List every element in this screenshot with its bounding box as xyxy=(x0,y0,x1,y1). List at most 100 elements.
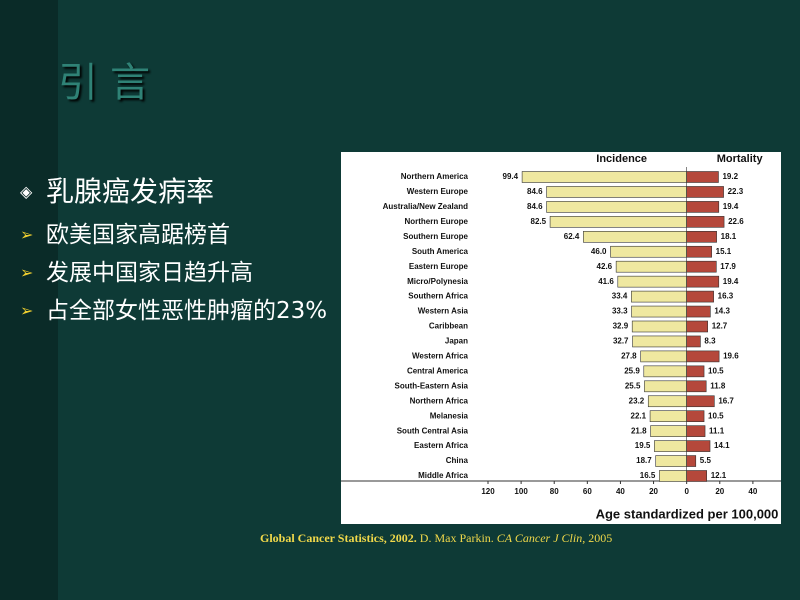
x-tick-label: 60 xyxy=(583,487,592,496)
bar xyxy=(649,410,687,423)
bar xyxy=(650,425,687,437)
bar xyxy=(686,290,714,303)
bar xyxy=(521,171,687,183)
value-label: 17.9 xyxy=(720,262,736,271)
x-tick-label: 20 xyxy=(649,487,658,496)
bar xyxy=(686,305,711,318)
bar xyxy=(659,470,687,482)
bar xyxy=(615,260,687,273)
bullet-icon: ➢ xyxy=(20,263,34,282)
bar xyxy=(686,275,720,288)
category-label: Melanesia xyxy=(430,411,469,420)
citation-author: D. Max Parkin. xyxy=(419,531,494,545)
citation-source: Global Cancer Statistics, 2002. xyxy=(260,531,417,545)
x-tick-label: 0 xyxy=(684,487,689,496)
value-label: 22.1 xyxy=(631,411,647,420)
value-label: 12.7 xyxy=(712,322,728,331)
category-label: Northern America xyxy=(401,172,469,181)
bar xyxy=(686,410,705,423)
x-tick-label: 80 xyxy=(550,487,559,496)
value-label: 16.5 xyxy=(640,471,656,480)
bullet-text: 欧美国家高踞榜首 xyxy=(46,222,230,248)
category-label: Western Europe xyxy=(407,187,469,196)
value-label: 22.6 xyxy=(728,217,744,226)
bullet: ➢ 欧美国家高踞榜首 xyxy=(20,221,335,249)
bullet-icon: ➢ xyxy=(20,301,34,320)
value-label: 12.1 xyxy=(711,471,727,480)
value-label: 11.1 xyxy=(709,426,725,435)
category-label: Northern Europe xyxy=(404,217,468,226)
chart: Age standardized per 100,000 120 100 80 60 4… xyxy=(341,152,781,524)
bullet-icon: ◈ xyxy=(20,182,33,201)
value-label: 19.5 xyxy=(635,441,651,450)
slide-title: 引言 xyxy=(58,60,162,106)
value-label: 25.5 xyxy=(625,381,641,390)
category-label: Australia/New Zealand xyxy=(383,202,468,211)
bullet-text: 乳腺癌发病率 xyxy=(46,175,215,208)
value-label: 32.9 xyxy=(613,322,629,331)
legend-label: Mortality xyxy=(717,153,764,165)
bar xyxy=(686,231,717,243)
bar xyxy=(686,171,719,183)
value-label: 19.4 xyxy=(723,277,739,286)
bar xyxy=(647,395,687,408)
bar xyxy=(686,216,725,228)
bar xyxy=(686,186,724,198)
value-label: 10.5 xyxy=(708,411,724,420)
bar xyxy=(549,216,687,228)
value-label: 14.3 xyxy=(714,307,730,316)
bar xyxy=(644,380,687,393)
category-label: Middle Africa xyxy=(418,471,468,480)
side-stripe xyxy=(0,0,58,600)
value-label: 25.9 xyxy=(624,366,640,375)
bar xyxy=(640,350,687,363)
bar xyxy=(686,245,712,258)
value-label: 22.3 xyxy=(728,187,744,196)
bar xyxy=(686,440,711,452)
value-label: 99.4 xyxy=(503,172,519,181)
category-label: Eastern Europe xyxy=(409,262,469,271)
bar xyxy=(686,425,706,437)
bar xyxy=(655,455,687,467)
x-tick-label: 20 xyxy=(715,487,724,496)
category-label: Caribbean xyxy=(429,322,468,331)
x-tick-label: 40 xyxy=(616,487,625,496)
category-label: South Central Asia xyxy=(397,426,469,435)
bar xyxy=(686,380,707,393)
legend-label: Incidence xyxy=(596,153,647,165)
category-label: Japan xyxy=(445,337,468,346)
bar xyxy=(546,201,687,213)
value-label: 33.3 xyxy=(612,307,628,316)
value-label: 8.3 xyxy=(704,337,716,346)
bar xyxy=(643,365,687,378)
category-label: Western Asia xyxy=(418,307,469,316)
bullet: ➢ 发展中国家日趋升高 xyxy=(20,259,335,287)
citation: Global Cancer Statistics, 2002. D. Max P… xyxy=(260,531,612,546)
value-label: 10.5 xyxy=(708,366,724,375)
bar xyxy=(654,440,687,452)
value-label: 16.3 xyxy=(718,292,734,301)
value-label: 16.7 xyxy=(718,396,734,405)
value-label: 15.1 xyxy=(716,247,732,256)
value-label: 84.6 xyxy=(527,187,543,196)
value-label: 41.6 xyxy=(598,277,614,286)
category-label: Southern Africa xyxy=(408,292,468,301)
category-label: South-Eastern Asia xyxy=(395,381,469,390)
bar xyxy=(686,455,697,467)
bar xyxy=(617,275,687,288)
value-label: 46.0 xyxy=(591,247,607,256)
category-label: South America xyxy=(412,247,469,256)
bar xyxy=(631,320,687,333)
value-label: 19.2 xyxy=(722,172,738,181)
value-label: 42.6 xyxy=(597,262,613,271)
value-label: 21.8 xyxy=(631,426,647,435)
bullet-text: 占全部女性恶性肿瘤的23% xyxy=(46,298,328,324)
value-label: 84.6 xyxy=(527,202,543,211)
bar xyxy=(546,186,687,198)
value-label: 33.4 xyxy=(612,292,628,301)
x-tick-label: 40 xyxy=(748,487,757,496)
value-label: 18.1 xyxy=(721,232,737,241)
category-label: China xyxy=(446,456,469,465)
bullet-list: ◈ 乳腺癌发病率 ➢ 欧美国家高踞榜首 ➢ 发展中国家日趋升高 ➢ 占全部女性恶性肿瘤的… xyxy=(20,175,335,335)
